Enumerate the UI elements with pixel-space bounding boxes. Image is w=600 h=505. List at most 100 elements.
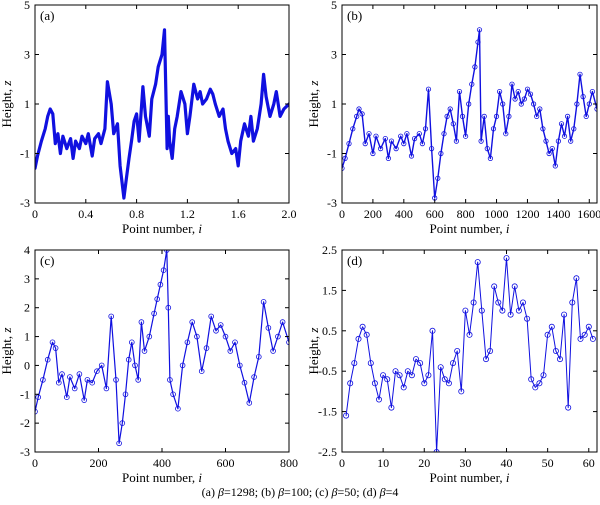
panel-b-data-point: [490, 126, 497, 132]
panel-c-data-point: [167, 377, 173, 383]
panel-b-data-point: [549, 146, 555, 152]
panel-b-data-point: [377, 146, 384, 152]
panel-d-data-point: [359, 323, 366, 330]
panel-a-y-tick-label: 3: [24, 48, 30, 62]
panel-b-data-point: [370, 150, 376, 157]
panel-b-data-point: [583, 113, 589, 120]
caption-beta-c: β: [331, 485, 338, 499]
panel-c-data-point: [44, 356, 51, 363]
panel-c-y-tick-label: 3: [24, 272, 30, 286]
panel-b-data-point: [518, 101, 524, 107]
panel-b-data-point: [484, 146, 490, 152]
panel-d-data-point: [400, 384, 407, 391]
caption-value-a: =1298: [223, 485, 255, 499]
panel-b-data-point: [564, 113, 571, 120]
panel-c-data-point: [81, 397, 87, 403]
panel-d-x-tick-label: 10: [377, 456, 389, 470]
panel-b-data-point: [416, 131, 422, 137]
caption-value-d: =4: [385, 485, 399, 499]
panel-b-axes-frame: [341, 4, 598, 204]
panel-b-data-point: [515, 89, 521, 95]
panel-b-data-point: [546, 150, 552, 157]
panel-d-data-point: [515, 307, 522, 314]
panel-b-data-point: [509, 81, 515, 87]
panel-b: 0 200 400 600 800 1000 1200 1400 1600 -3 -1 1 3 5 (b) P…: [306, 0, 600, 236]
panel-d-data-point: [548, 323, 555, 330]
panel-b-data-point: [385, 155, 391, 161]
panel-d-data-point: [367, 360, 374, 367]
panel-b-data-point: [453, 138, 459, 144]
panel-a-x-axis-label: Point number, i: [122, 221, 202, 236]
panel-c-data-point: [275, 333, 281, 340]
panel-b-data-point: [447, 106, 453, 112]
panel-b-data-point: [503, 131, 509, 137]
panel-b-y-tick-label: -3: [327, 196, 337, 210]
panel-b-data-point: [373, 133, 379, 139]
panel-c-data-point: [160, 267, 167, 274]
panel-d-data-point: [557, 356, 564, 363]
panel-b-data-point: [425, 86, 432, 92]
panel-c-data-point: [35, 408, 38, 415]
panel-c-data-point: [71, 385, 78, 392]
panel-c-x-axis-label: Point number, i: [122, 470, 202, 485]
panel-c-data-point: [251, 374, 257, 380]
panel-b-x-axis-label: Point number, i: [429, 221, 509, 236]
panel-c-data-point: [165, 304, 172, 311]
panel-c-data-point: [64, 394, 70, 401]
panel-b-data-point: [478, 138, 484, 144]
panel-b-label: (b): [347, 8, 362, 23]
panel-d-data-point: [577, 335, 584, 342]
panel-d-data-point: [449, 360, 456, 367]
panel-b-data-point: [422, 126, 429, 132]
panel-d-data-point: [404, 368, 411, 375]
panel-c-data-point: [154, 296, 161, 302]
panel-d-y-tick-label: 2.5: [322, 243, 337, 257]
panel-b-data-point: [577, 71, 583, 77]
panel-c-data-point: [270, 348, 276, 354]
panel-d-data-point: [524, 315, 531, 322]
panel-c-y-tick-label: 2: [24, 301, 30, 315]
panel-c-y-tick-label: 1: [24, 330, 30, 344]
panel-c-data-point: [59, 371, 65, 377]
panel-c-data-point: [49, 339, 56, 346]
panel-c-y-tick-label: -2: [20, 416, 30, 430]
panel-c-data-point: [76, 371, 83, 377]
panel-c-data-point: [98, 362, 105, 369]
panel-d-data-point: [417, 360, 424, 367]
panel-b-data-point: [388, 138, 395, 144]
panel-d-data-point: [421, 380, 428, 387]
panel-b-data-point: [512, 96, 518, 102]
caption-beta-a: β: [217, 485, 224, 499]
panel-a: 0 0.4 0.8 1.2 1.6 2.0 -3 -1 1 3 5 (a) Point number, …: [0, 0, 297, 236]
panel-d-x-tick-label: 0: [339, 456, 345, 470]
panel-d-data-point: [363, 331, 370, 338]
panel-d-data-point: [532, 384, 539, 391]
panel-d-data-point: [429, 327, 436, 334]
panel-c-data-point: [125, 356, 132, 363]
panel-b-x-tick-label: 200: [364, 207, 382, 221]
panel-c-data-point: [170, 391, 176, 398]
panel-b-data-point: [589, 89, 596, 95]
panel-d-data-point: [462, 307, 469, 314]
caption-value-c: =50: [337, 485, 357, 499]
caption-beta-d: β: [379, 485, 386, 499]
panel-b-data-point: [524, 86, 531, 92]
panel-b-data-point: [521, 96, 528, 102]
caption-d: ; (d): [356, 485, 380, 499]
panel-c-x-tick-label: 400: [153, 456, 171, 470]
panel-c-y-tick-label: 4: [24, 243, 30, 257]
panel-d-data-point: [470, 299, 477, 306]
panel-d-data-point: [495, 299, 502, 306]
panel-c-data-point: [103, 385, 110, 392]
panel-a-x-tick-label: 1.2: [180, 207, 195, 221]
panel-c-y-tick-label: -1: [20, 387, 30, 401]
panel-d-data-point: [589, 335, 596, 342]
panel-b-data-point: [568, 138, 574, 144]
panel-b-data-point: [580, 94, 586, 100]
panel-b-data-point: [398, 133, 404, 139]
panel-d-x-tick-label: 60: [583, 456, 595, 470]
panel-b-data-point: [346, 141, 352, 147]
panel-d-data-point: [388, 404, 395, 411]
panel-d-data-point: [384, 376, 391, 383]
panel-b-data-point: [574, 101, 580, 107]
